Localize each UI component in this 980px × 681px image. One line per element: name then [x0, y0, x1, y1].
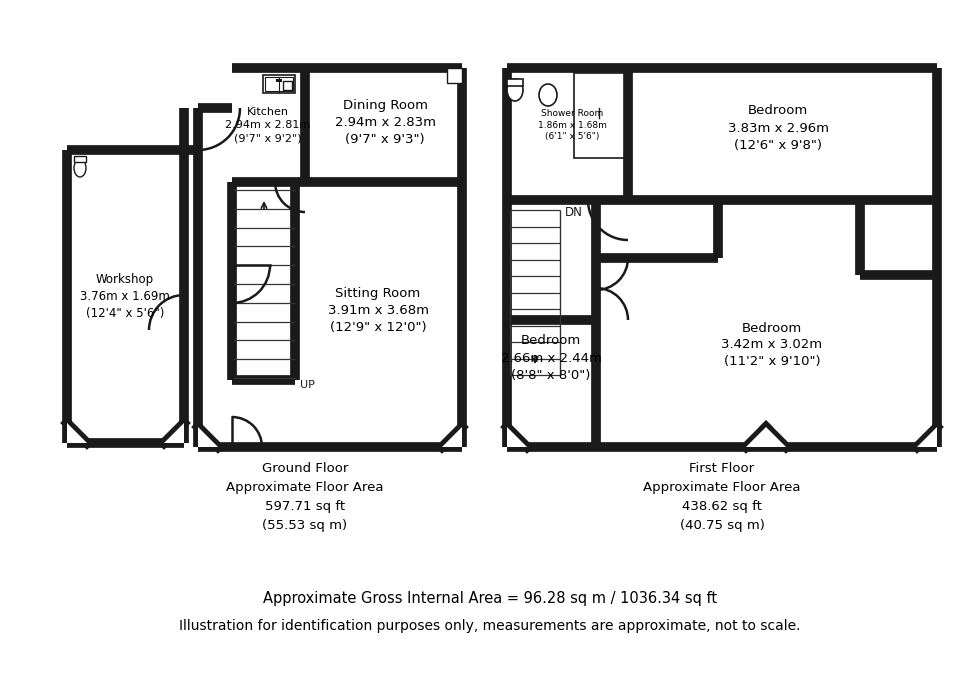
Bar	[447, 68, 462, 83]
Text: DN: DN	[565, 206, 583, 219]
Polygon shape	[67, 423, 87, 443]
Polygon shape	[746, 427, 786, 447]
Bar	[574, 73, 624, 158]
Polygon shape	[917, 427, 937, 447]
Bar	[265, 77, 293, 91]
Text: Workshop
3.76m x 1.69m
(12'4" x 5'6"): Workshop 3.76m x 1.69m (12'4" x 5'6")	[80, 272, 170, 319]
Text: Shower Room
1.86m x 1.68m
(6'1" x 5'6"): Shower Room 1.86m x 1.68m (6'1" x 5'6")	[538, 110, 607, 140]
Text: Dining Room
2.94m x 2.83m
(9'7" x 9'3"): Dining Room 2.94m x 2.83m (9'7" x 9'3")	[334, 99, 435, 146]
Ellipse shape	[74, 159, 86, 177]
Text: Bedroom
3.83m x 2.96m
(12'6" x 9'8"): Bedroom 3.83m x 2.96m (12'6" x 9'8")	[727, 104, 828, 151]
Bar	[74, 156, 86, 162]
Text: UP: UP	[300, 380, 315, 390]
Polygon shape	[198, 427, 218, 447]
Polygon shape	[442, 427, 462, 447]
Bar	[276, 79, 282, 82]
Bar	[507, 68, 596, 200]
Bar	[67, 150, 184, 443]
Text: First Floor
Approximate Floor Area
438.62 sq ft
(40.75 sq m): First Floor Approximate Floor Area 438.6…	[643, 462, 801, 532]
Text: Kitchen
2.94m x 2.81m
(9'7" x 9'2"): Kitchen 2.94m x 2.81m (9'7" x 9'2")	[225, 107, 311, 143]
Bar	[283, 81, 292, 90]
Text: Approximate Gross Internal Area = 96.28 sq m / 1036.34 sq ft: Approximate Gross Internal Area = 96.28 …	[263, 590, 717, 605]
Bar	[860, 200, 937, 275]
Text: Illustration for identification purposes only, measurements are approximate, not: Illustration for identification purposes…	[179, 619, 801, 633]
Ellipse shape	[507, 79, 523, 101]
Text: Ground Floor
Approximate Floor Area
597.71 sq ft
(55.53 sq m): Ground Floor Approximate Floor Area 597.…	[226, 462, 384, 532]
Bar	[263, 75, 295, 93]
Bar	[232, 182, 295, 380]
Polygon shape	[507, 427, 527, 447]
Text: Bedroom
2.66m x 2.44m
(8'8" x 8'0"): Bedroom 2.66m x 2.44m (8'8" x 8'0")	[501, 334, 602, 381]
Bar	[507, 79, 523, 86]
Ellipse shape	[539, 84, 557, 106]
Text: Sitting Room
3.91m x 3.68m
(12'9" x 12'0"): Sitting Room 3.91m x 3.68m (12'9" x 12'0…	[327, 287, 428, 334]
Text: Bedroom
3.42m x 3.02m
(11'2" x 9'10"): Bedroom 3.42m x 3.02m (11'2" x 9'10")	[721, 321, 822, 368]
Polygon shape	[164, 423, 184, 443]
Bar	[507, 68, 937, 447]
